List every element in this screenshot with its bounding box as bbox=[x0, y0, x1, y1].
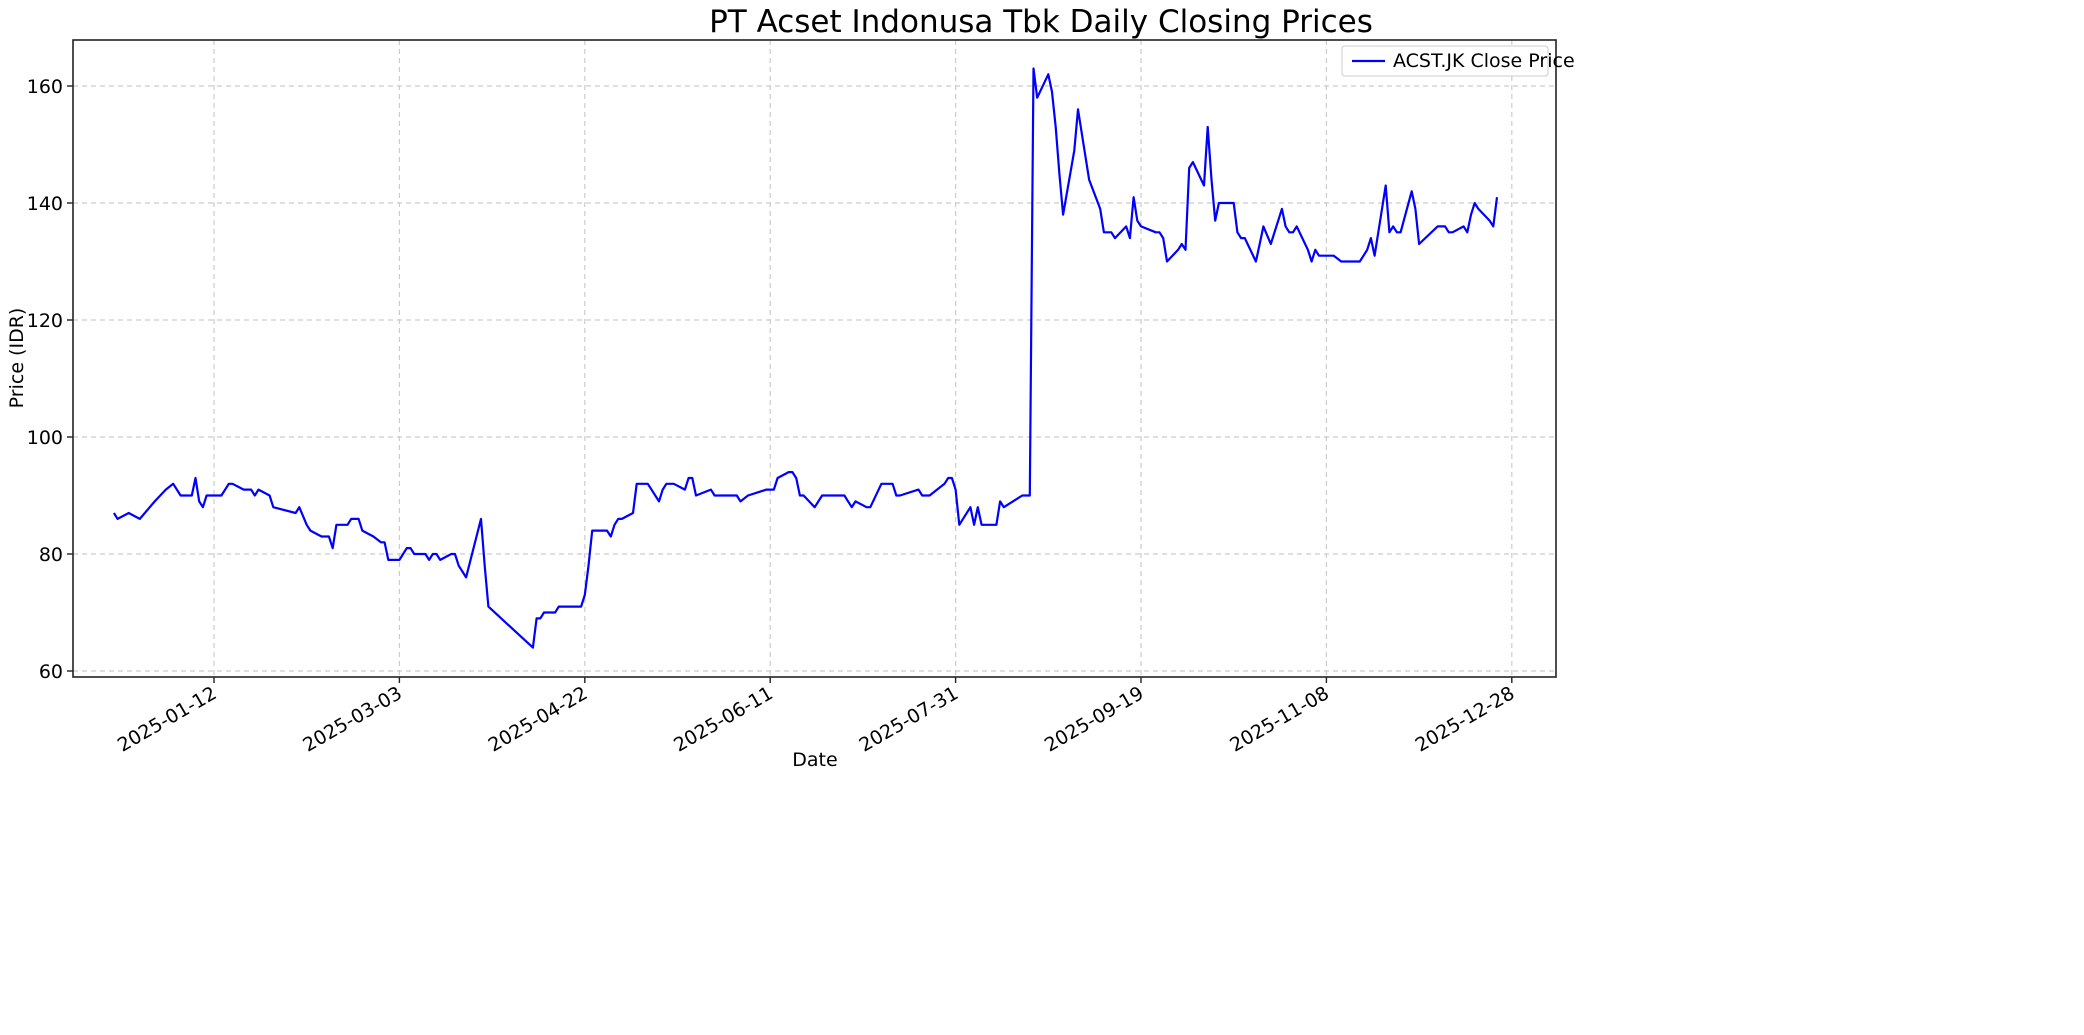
gridlines bbox=[73, 40, 1556, 677]
chart-title: PT Acset Indonusa Tbk Daily Closing Pric… bbox=[709, 4, 1373, 40]
price-line-layer bbox=[112, 67, 1499, 649]
legend: ACST.JK Close Price bbox=[1341, 45, 1575, 77]
y-tick-label: 140 bbox=[27, 193, 63, 215]
y-tick-label: 160 bbox=[27, 76, 63, 98]
y-tick-label: 120 bbox=[27, 310, 63, 332]
legend-label: ACST.JK Close Price bbox=[1393, 50, 1575, 72]
y-tick-label: 60 bbox=[39, 661, 63, 683]
y-tick-label: 100 bbox=[27, 427, 63, 449]
y-tick-label: 80 bbox=[39, 544, 63, 566]
x-axis-label: Date bbox=[792, 749, 837, 771]
y-axis-label: Price (IDR) bbox=[6, 308, 28, 409]
y-axis-ticks: 60 80 100 120 140 160 bbox=[27, 76, 73, 683]
price-line bbox=[112, 67, 1499, 649]
legend-box bbox=[1341, 45, 1549, 77]
plot-frame bbox=[72, 39, 1557, 678]
